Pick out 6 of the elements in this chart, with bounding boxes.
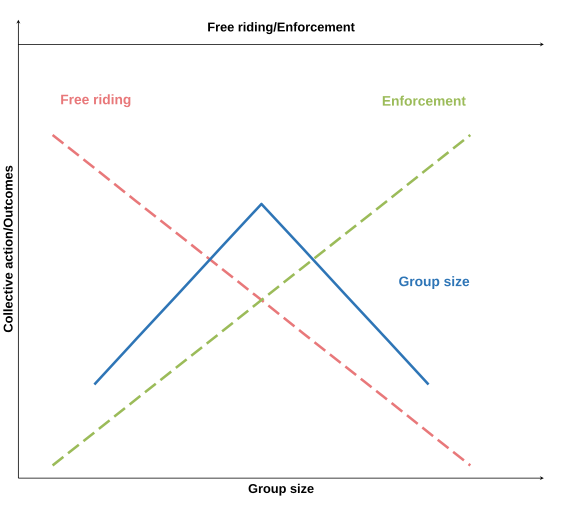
text: Group size — [399, 276, 470, 290]
x-axis-title: Group size — [248, 484, 314, 496]
y-axis-title: Collective action/Outcomes — [3, 166, 13, 332]
x2-axis-title: Free riding/Enforcement — [208, 22, 355, 34]
text: Free riding — [61, 94, 130, 108]
text: Enforcement — [382, 96, 466, 106]
